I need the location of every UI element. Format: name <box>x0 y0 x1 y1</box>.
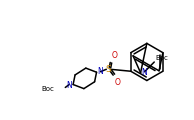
Text: O: O <box>115 78 121 87</box>
Text: Boc: Boc <box>42 86 55 92</box>
Text: Boc: Boc <box>155 55 168 61</box>
Text: N: N <box>98 67 103 76</box>
Text: O: O <box>112 51 118 60</box>
Text: N: N <box>66 81 72 90</box>
Text: N: N <box>142 68 147 77</box>
Text: S: S <box>105 65 111 74</box>
